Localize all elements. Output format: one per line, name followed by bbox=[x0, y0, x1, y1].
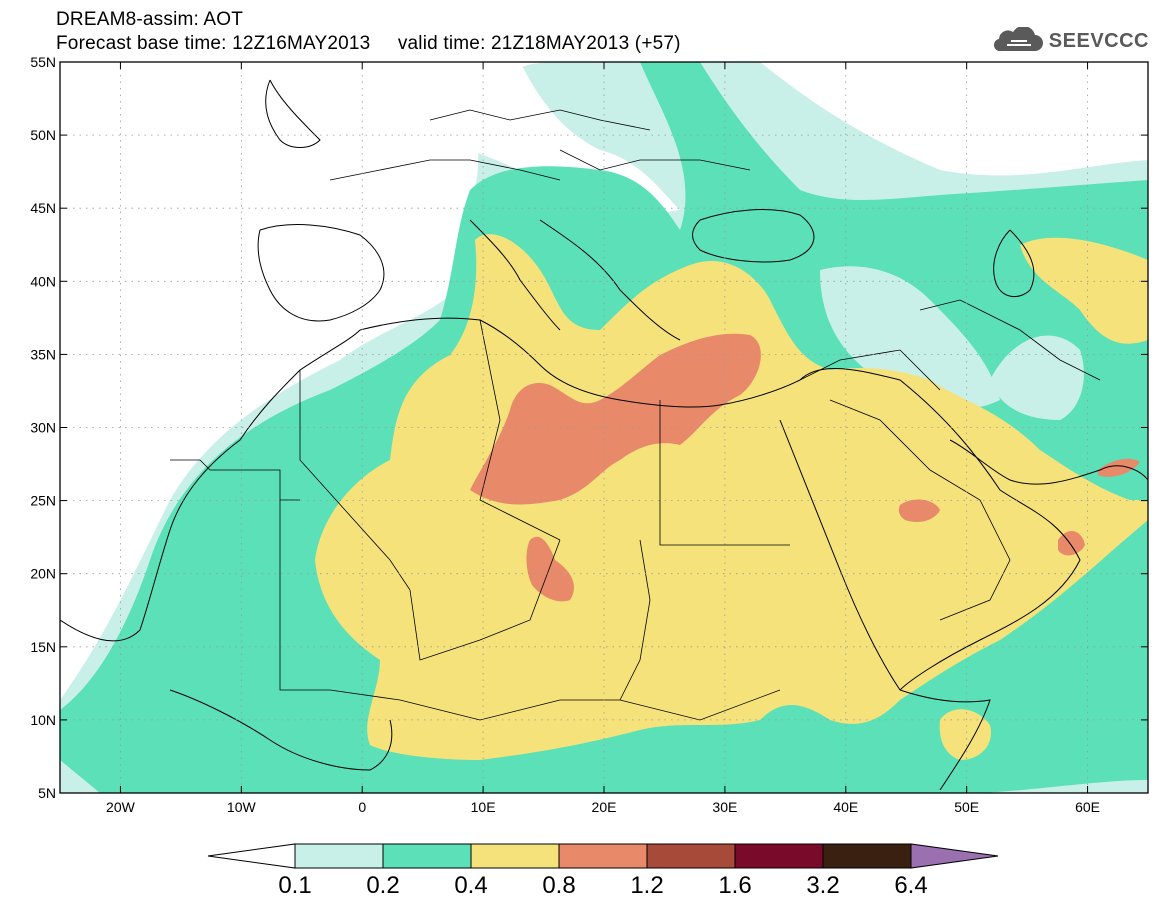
aot-band-0-4 bbox=[315, 234, 1148, 761]
colorbar-swatch bbox=[822, 843, 912, 869]
seevccc-logo: SEEVCCC bbox=[991, 27, 1149, 55]
border-saudi bbox=[829, 399, 1011, 621]
lon-tick-label: 40E bbox=[833, 799, 858, 815]
cloud-icon bbox=[993, 27, 1043, 52]
logo-text: SEEVCCC bbox=[1048, 29, 1149, 52]
lat-tick-label: 10N bbox=[30, 712, 56, 728]
lon-tick-label: 30E bbox=[712, 799, 737, 815]
lon-tick-label: 20W bbox=[106, 799, 136, 815]
aot-band-0-4-caspian bbox=[1020, 237, 1148, 344]
colorbar-label: 0.8 bbox=[542, 872, 575, 899]
colorbar-label: 1.6 bbox=[718, 872, 751, 899]
border-europe-2 bbox=[429, 109, 651, 131]
lon-tick-label: 0 bbox=[358, 799, 366, 815]
coast-caspian bbox=[993, 229, 1035, 298]
aot-band-0-8-chad bbox=[526, 536, 575, 602]
border-europe-3 bbox=[559, 149, 751, 171]
colorbar-swatch bbox=[470, 843, 560, 869]
colorbar-label: 0.1 bbox=[278, 872, 311, 899]
lat-tick-label: 55N bbox=[30, 54, 56, 70]
colorbar-swatch bbox=[734, 843, 824, 869]
colorbar: 0.1 0.2 0.4 0.8 1.2 1.6 3.2 6.4 bbox=[207, 843, 999, 899]
lon-tick-label: 50E bbox=[954, 799, 979, 815]
aot-band-0-8-gulf bbox=[1098, 458, 1140, 477]
colorbar-label: 0.4 bbox=[454, 872, 487, 899]
coast-arabia bbox=[799, 368, 1081, 691]
colorbar-low-arrow bbox=[207, 843, 296, 869]
colorbar-swatch bbox=[294, 843, 384, 869]
coast-horn bbox=[899, 689, 991, 791]
lat-tick-label: 35N bbox=[30, 346, 56, 362]
border-sudan-chad bbox=[619, 539, 651, 701]
colorbar-label: 6.4 bbox=[894, 872, 927, 899]
pocket-caspian bbox=[990, 335, 1084, 420]
lon-tick-label: 10W bbox=[227, 799, 257, 815]
coast-red-sea bbox=[779, 419, 901, 691]
border-iraq bbox=[799, 349, 941, 391]
pocket-turkmen bbox=[820, 266, 1000, 409]
border-central-africa bbox=[329, 689, 781, 721]
colorbar-label: 1.2 bbox=[630, 872, 663, 899]
lat-tick-label: 15N bbox=[30, 639, 56, 655]
lat-tick-label: 25N bbox=[30, 493, 56, 509]
colorbar-swatch bbox=[382, 843, 472, 869]
colorbar-high-arrow bbox=[910, 843, 999, 869]
coastlines bbox=[60, 79, 1148, 791]
lon-tick-label: 20E bbox=[592, 799, 617, 815]
lat-tick-label: 40N bbox=[30, 273, 56, 289]
lon-tick-label: 60E bbox=[1075, 799, 1100, 815]
coast-black-sea bbox=[692, 209, 815, 263]
axis-ticks: 20W 10W 0 10E 20E 30E 40E 50E 60E 55N 50N 45N 40N 35N… bbox=[30, 54, 1148, 815]
border-maghreb bbox=[299, 370, 411, 591]
coast-italy bbox=[469, 219, 561, 331]
border-europe-1 bbox=[329, 159, 561, 181]
graticule bbox=[60, 62, 1148, 793]
border-egypt-libya bbox=[659, 400, 790, 546]
border-iran bbox=[919, 299, 1101, 381]
colorbar-label: 3.2 bbox=[806, 872, 839, 899]
lat-tick-label: 45N bbox=[30, 200, 56, 216]
border-niger bbox=[409, 539, 561, 661]
aot-band-0-8 bbox=[470, 333, 761, 505]
coast-balkans bbox=[539, 219, 681, 341]
border-mali bbox=[279, 500, 330, 691]
coast-iberia bbox=[257, 224, 385, 322]
forecast-time-line: Forecast base time: 12Z16MAY2013 valid t… bbox=[56, 33, 681, 54]
lon-tick-label: 10E bbox=[471, 799, 496, 815]
border-sahel bbox=[170, 459, 300, 501]
aot-band-0-8-arabia bbox=[898, 499, 940, 522]
coast-persian-gulf bbox=[949, 439, 1148, 485]
colorbar-swatch bbox=[558, 843, 648, 869]
lat-tick-label: 20N bbox=[30, 566, 56, 582]
coast-uk bbox=[265, 79, 321, 148]
map-title: DREAM8-assim: AOT bbox=[56, 9, 244, 30]
lat-tick-label: 5N bbox=[38, 785, 56, 801]
colorbar-label: 0.2 bbox=[366, 872, 399, 899]
coast-north-africa bbox=[359, 317, 801, 408]
aot-band-0-4-horn bbox=[939, 709, 991, 760]
border-libya-algeria bbox=[479, 319, 561, 541]
lat-tick-label: 30N bbox=[30, 420, 56, 436]
lat-tick-label: 50N bbox=[30, 127, 56, 143]
coast-gulf-guinea bbox=[169, 689, 393, 771]
borders bbox=[170, 109, 1101, 721]
colorbar-swatch bbox=[646, 843, 736, 869]
coast-west-africa bbox=[60, 329, 361, 642]
